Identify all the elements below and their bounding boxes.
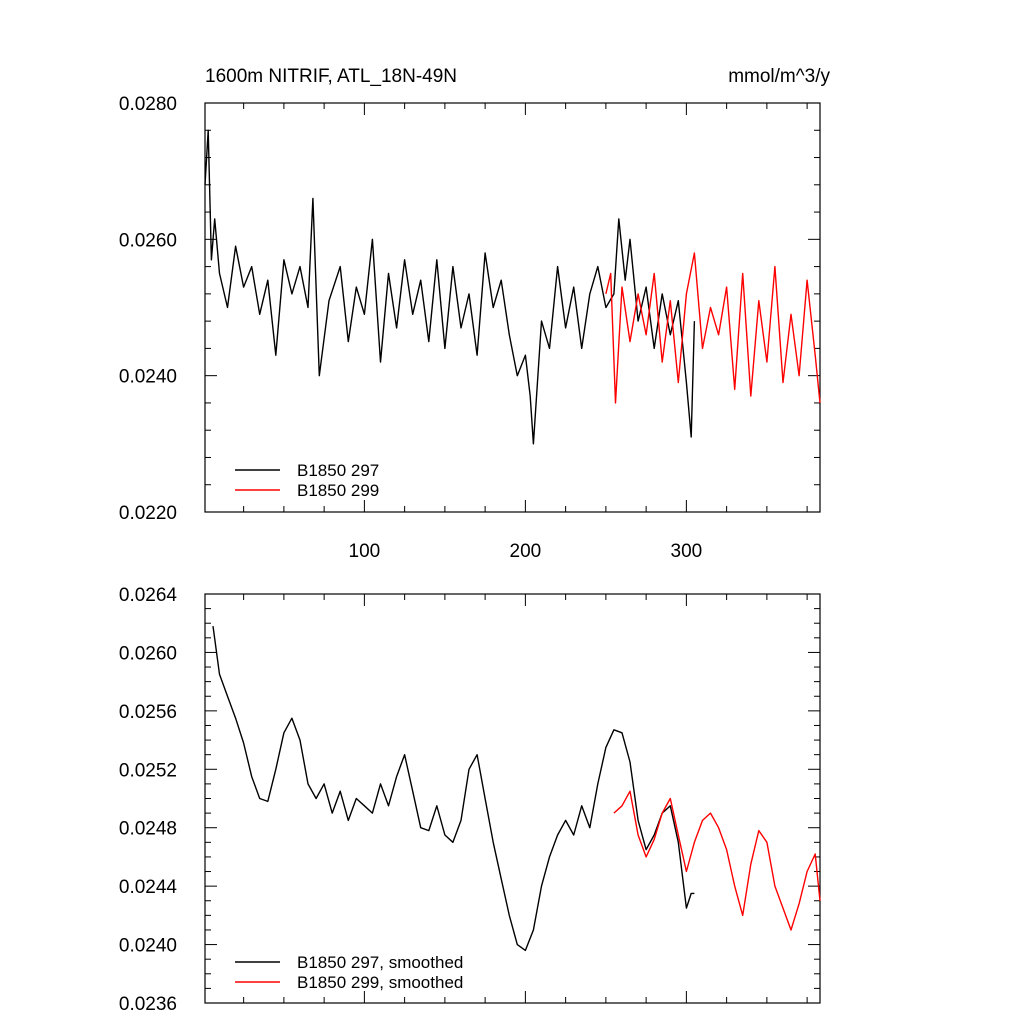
y-tick-label: 0.0220 xyxy=(119,503,177,524)
y-tick-label: 0.0260 xyxy=(119,643,177,664)
y-tick-label: 0.0260 xyxy=(119,230,177,251)
series-line-b1850-297-smoothed xyxy=(212,626,695,952)
bottom-panel: 0.0236 0.0240 0.0244 0.0248 0.0252 0.0256 0.02… xyxy=(119,585,821,1015)
series-line-b1850-297 xyxy=(204,129,696,445)
y-tick-label: 0.0264 xyxy=(119,585,178,606)
legend-label: B1850 297, smoothed xyxy=(297,953,463,972)
legend-label: B1850 299, smoothed xyxy=(297,973,463,992)
plot-frame xyxy=(204,102,821,513)
series-line-b1850-299 xyxy=(605,252,821,404)
x-tick-label: 200 xyxy=(510,541,542,562)
y-tick-label: 0.0248 xyxy=(119,819,177,840)
y-tick-label: 0.0240 xyxy=(119,936,177,957)
y-tick-label: 0.0244 xyxy=(119,877,178,898)
chart-title: 1600m NITRIF, ATL_18N-49N xyxy=(205,66,457,87)
x-tick-label: 300 xyxy=(671,541,703,562)
plot-frame xyxy=(204,593,821,1004)
y-tick-label: 0.0236 xyxy=(119,994,177,1015)
legend-label: B1850 297 xyxy=(297,461,379,480)
y-tick-label: 0.0252 xyxy=(119,760,177,781)
y-tick-label: 0.0256 xyxy=(119,702,177,723)
series-line-b1850-299-smoothed xyxy=(613,790,821,931)
legend-label: B1850 299 xyxy=(297,481,379,500)
top-panel: 0.0220 0.0240 0.0260 0.0280 100 200 300 B1850 2… xyxy=(119,94,821,562)
y-tick-label: 0.0280 xyxy=(119,94,177,115)
units-label: mmol/m^3/y xyxy=(728,66,830,87)
x-tick-label: 100 xyxy=(349,541,381,562)
y-tick-label: 0.0240 xyxy=(119,367,177,388)
